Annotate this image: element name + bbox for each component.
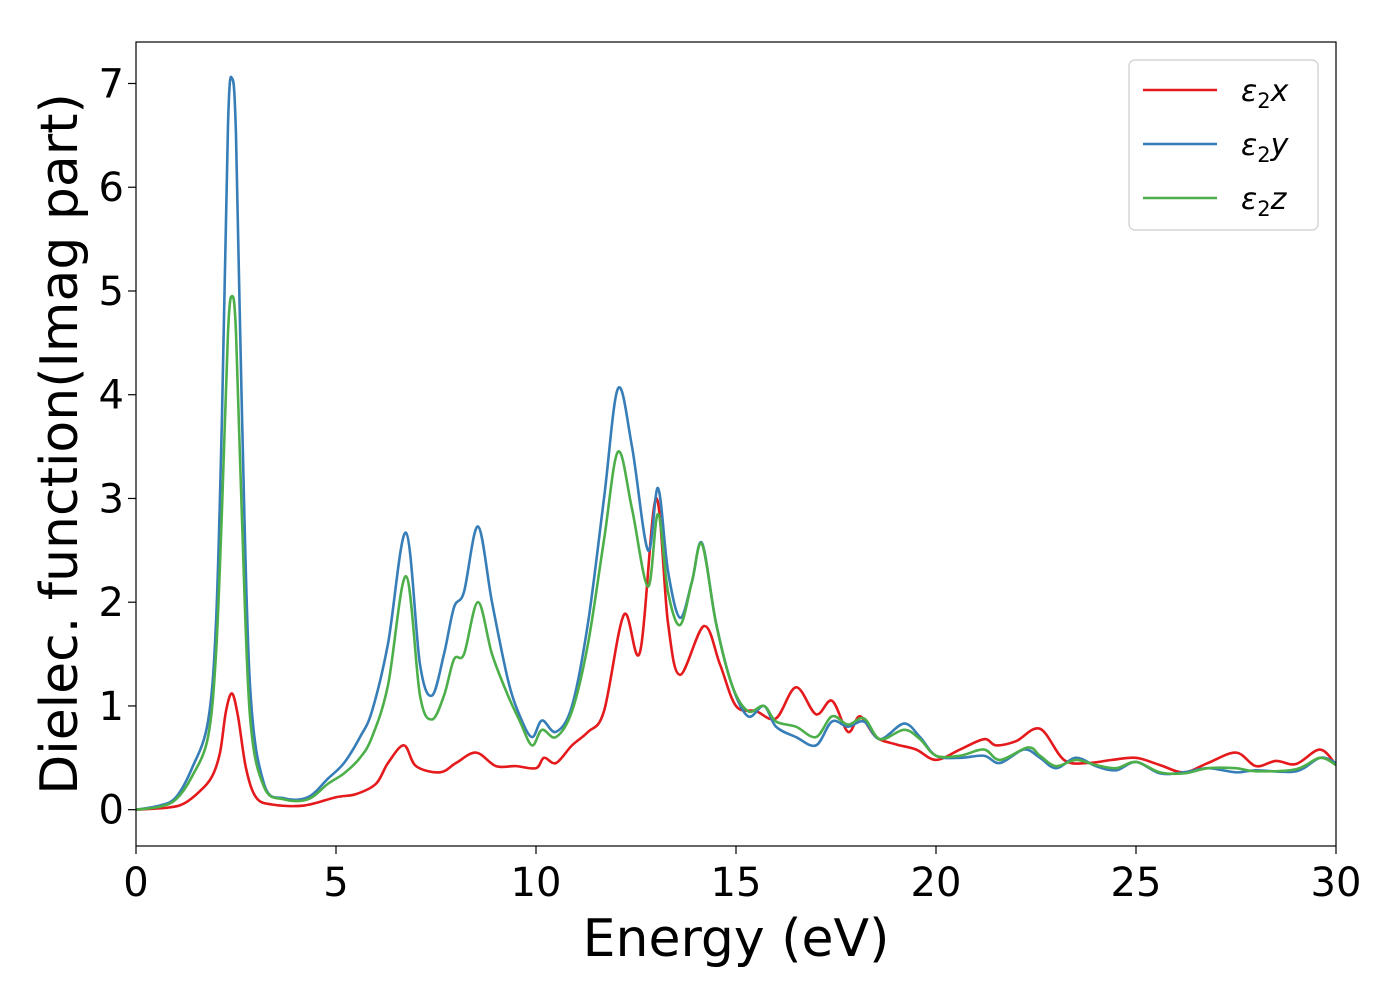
x-tick-label: 20 [911,860,962,906]
y-axis-label: Dielec. function(Imag part) [30,93,90,795]
legend-label-z: ε2z [1241,182,1288,221]
series-layer [136,75,1336,811]
x-tick-label: 25 [1111,860,1162,906]
y-tick-label: 7 [99,61,124,107]
x-tick-label: 10 [511,860,562,906]
y-tick-label: 3 [99,476,124,522]
y-tick-label: 5 [99,269,124,315]
x-tick-label: 15 [711,860,762,906]
series-line-y [136,75,1336,811]
legend-label-x: ε2x [1241,74,1289,113]
legend-label-y: ε2y [1241,128,1290,167]
series-line-x [136,497,1336,811]
x-axis-ticks: 0 5 10 15 20 25 30 [123,846,1361,906]
x-tick-label: 0 [123,860,148,906]
y-tick-label: 0 [99,788,124,834]
series-line-z [136,294,1336,811]
x-axis-label: Energy (eV) [583,909,890,969]
x-tick-label: 5 [323,860,348,906]
y-tick-label: 2 [99,580,124,626]
y-tick-label: 6 [99,165,124,211]
y-axis-ticks: 0 1 2 3 4 5 6 7 [99,61,136,834]
legend-frame [1128,59,1319,231]
y-tick-label: 1 [99,684,124,730]
legend: ε2x ε2y ε2z [1128,59,1319,231]
y-tick-label: 4 [99,373,124,419]
x-tick-label: 30 [1311,860,1362,906]
